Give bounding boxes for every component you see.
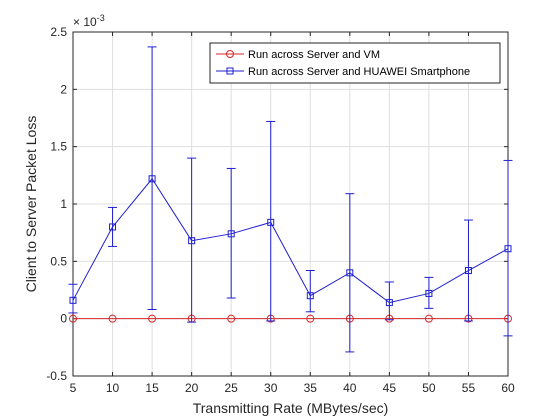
x-tick-label: 40 (343, 381, 357, 395)
legend: Run across Server and VM Run across Serve… (209, 42, 501, 84)
y-tick-label: 0.5 (50, 254, 67, 268)
y-tick-label: -0.5 (46, 369, 67, 383)
y-axis-label: Client to Server Packet Loss (23, 116, 39, 293)
legend-label: Run across Server and VM (248, 49, 380, 61)
y-tick-label: 0 (60, 312, 67, 326)
data-point (188, 237, 196, 245)
data-point (385, 299, 393, 307)
y-axis-exponent-power: -3 (97, 13, 105, 23)
legend-marker (226, 50, 234, 58)
y-axis-exponent: × 10-3 (73, 13, 105, 29)
legend-label: Run across Server and HUAWEI Smartphone (248, 66, 470, 78)
data-point (464, 267, 472, 275)
x-tick-label: 25 (225, 381, 239, 395)
x-tick-label: 55 (462, 381, 476, 395)
data-point (148, 175, 156, 183)
y-tick-label: 2.5 (50, 25, 67, 39)
series-layer (68, 46, 513, 353)
series-2 (68, 46, 513, 353)
y-tick-label: 2 (60, 82, 67, 96)
data-point (109, 223, 117, 231)
x-tick-label: 45 (383, 381, 397, 395)
x-tick-label: 30 (264, 381, 278, 395)
data-point (69, 314, 77, 323)
legend-marker (226, 67, 234, 75)
data-point (306, 314, 315, 323)
data-point (227, 314, 236, 323)
x-tick-label: 10 (106, 381, 120, 395)
x-tick-label: 20 (185, 381, 199, 395)
data-point (424, 314, 433, 323)
legend-box (209, 42, 501, 84)
x-tick-label: 35 (304, 381, 318, 395)
x-tick-label: 60 (501, 381, 515, 395)
data-point (346, 269, 354, 277)
y-tick-label: 1 (60, 197, 67, 211)
data-point (267, 218, 275, 226)
data-point (227, 230, 235, 238)
data-point (425, 289, 433, 297)
data-point (148, 314, 157, 323)
y-tick-label: 1.5 (50, 140, 67, 154)
x-tick-label: 50 (422, 381, 436, 395)
data-point (108, 314, 117, 323)
x-axis-label: Transmitting Rate (MBytes/sec) (193, 400, 389, 416)
x-tick-label: 5 (70, 381, 77, 395)
data-point (306, 292, 314, 300)
x-tick-label: 15 (145, 381, 159, 395)
series-line (72, 177, 509, 304)
data-point (504, 245, 512, 253)
data-point (69, 296, 77, 304)
y-axis-exponent-base: × 10 (73, 15, 97, 29)
